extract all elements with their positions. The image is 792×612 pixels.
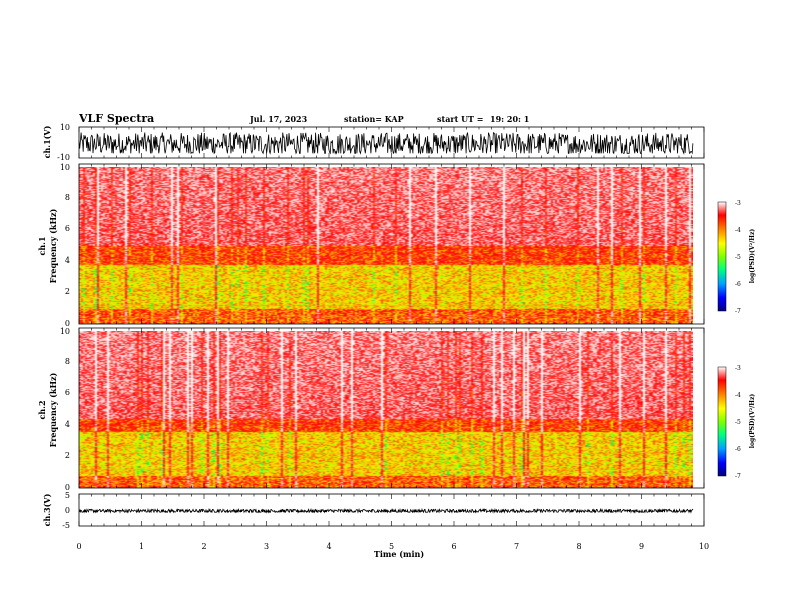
ch2-spectrogram-heatmap [79, 331, 693, 488]
ch2-spec-ytick-10: 10 [60, 327, 70, 336]
xtick-9: 9 [639, 542, 644, 551]
ch1-waveform-panel: 10 -10 ch.1(V) [42, 123, 705, 162]
ch1-spectrogram-ticks [78, 164, 705, 324]
ch1-spec-ylabel-channel: ch.1 [37, 236, 47, 255]
ch3-waveform-panel: 5 0 -5 ch.3(V) [42, 491, 705, 530]
xtick-1: 1 [139, 542, 144, 551]
ch2-colorbar-label: log(PSD)(V²/Hz) [749, 394, 756, 449]
ch2-spec-ytick-8: 8 [65, 357, 70, 366]
ch1-spectrogram-heatmap [79, 167, 693, 324]
ch2-spec-ytick-0: 0 [65, 483, 70, 492]
ch1-colorbar-label: log(PSD)(V²/Hz) [749, 229, 756, 284]
ch2-cb-tick-6: -6 [735, 446, 741, 453]
ch2-cb-tick-7: -7 [735, 473, 741, 480]
ch3-waveform-ticks [78, 494, 705, 526]
xtick-2: 2 [201, 542, 206, 551]
ch1-spec-ytick-4: 4 [65, 256, 70, 265]
ch1-cb-tick-5: -5 [735, 254, 741, 261]
xtick-10: 10 [699, 542, 709, 551]
ch1-waveform-ylabel: ch.1(V) [42, 125, 52, 158]
ch2-spec-ylabel-frequency: Frequency (kHz) [48, 372, 58, 447]
ch2-spec-ytick-4: 4 [65, 420, 70, 429]
ch1-waveform-frame [78, 126, 705, 159]
ch1-spec-ytick-0: 0 [65, 319, 70, 328]
ch2-spectrogram-panel: 0 2 4 6 8 10 ch.2 Frequency (kHz) -3 -4 … [37, 327, 756, 492]
xtick-0: 0 [76, 542, 81, 551]
date-label: Jul. 17, 2023 [249, 114, 308, 124]
xtick-7: 7 [514, 542, 519, 551]
start-time-label: 19: 20: 1 [490, 114, 529, 124]
figure-title: VLF Spectra [78, 112, 154, 125]
ch1-cb-tick-7: -7 [735, 308, 741, 315]
start-label: start UT = [437, 114, 484, 124]
xtick-5: 5 [389, 542, 394, 551]
ch2-cb-tick-4: -4 [735, 392, 741, 399]
x-axis-label: Time (min) [374, 549, 424, 559]
ch1-colorbar [717, 201, 727, 312]
ch3-waveform-line [78, 507, 694, 514]
ch1-spec-ytick-2: 2 [65, 287, 70, 296]
ch1-spectrogram-panel: 0 2 4 6 8 10 ch.1 Frequency (kHz) -3 -4 … [37, 163, 756, 328]
ch3-ytick-5: 5 [65, 491, 70, 500]
ch1-spec-ytick-8: 8 [65, 193, 70, 202]
ch3-ytick-0: 0 [65, 506, 70, 515]
ch2-spectrogram-frame [78, 327, 705, 489]
ch1-spec-ytick-10: 10 [60, 163, 70, 172]
xtick-4: 4 [326, 542, 331, 551]
ch1-cb-tick-4: -4 [735, 227, 741, 234]
station-label: station= KAP [344, 114, 404, 124]
xtick-6: 6 [451, 542, 456, 551]
ch2-cb-tick-3: -3 [735, 365, 741, 372]
ch1-ytick-10: 10 [60, 123, 70, 132]
xtick-3: 3 [264, 542, 269, 551]
ch1-cb-tick-3: -3 [735, 200, 741, 207]
ch1-cb-tick-6: -6 [735, 281, 741, 288]
time-axis: 0 1 2 3 4 5 6 7 8 9 10 Time (min) [76, 542, 709, 559]
ch3-ytick-neg5: -5 [62, 521, 70, 530]
ch2-spec-ytick-6: 6 [65, 388, 70, 397]
ch2-spectrogram-ticks [78, 328, 705, 488]
ch3-waveform-ylabel: ch.3(V) [42, 493, 52, 526]
ch1-spectrogram-frame [78, 163, 705, 325]
ch1-ytick-neg10: -10 [57, 153, 70, 162]
ch1-waveform-line [78, 131, 694, 155]
ch1-spec-ylabel-frequency: Frequency (kHz) [48, 208, 58, 283]
ch1-spec-ytick-6: 6 [65, 224, 70, 233]
ch2-colorbar [717, 366, 727, 477]
xtick-8: 8 [576, 542, 581, 551]
ch3-waveform-frame [78, 493, 705, 527]
ch2-spec-ylabel-channel: ch.2 [37, 400, 47, 419]
ch2-cb-tick-5: -5 [735, 419, 741, 426]
ch2-spec-ytick-2: 2 [65, 451, 70, 460]
